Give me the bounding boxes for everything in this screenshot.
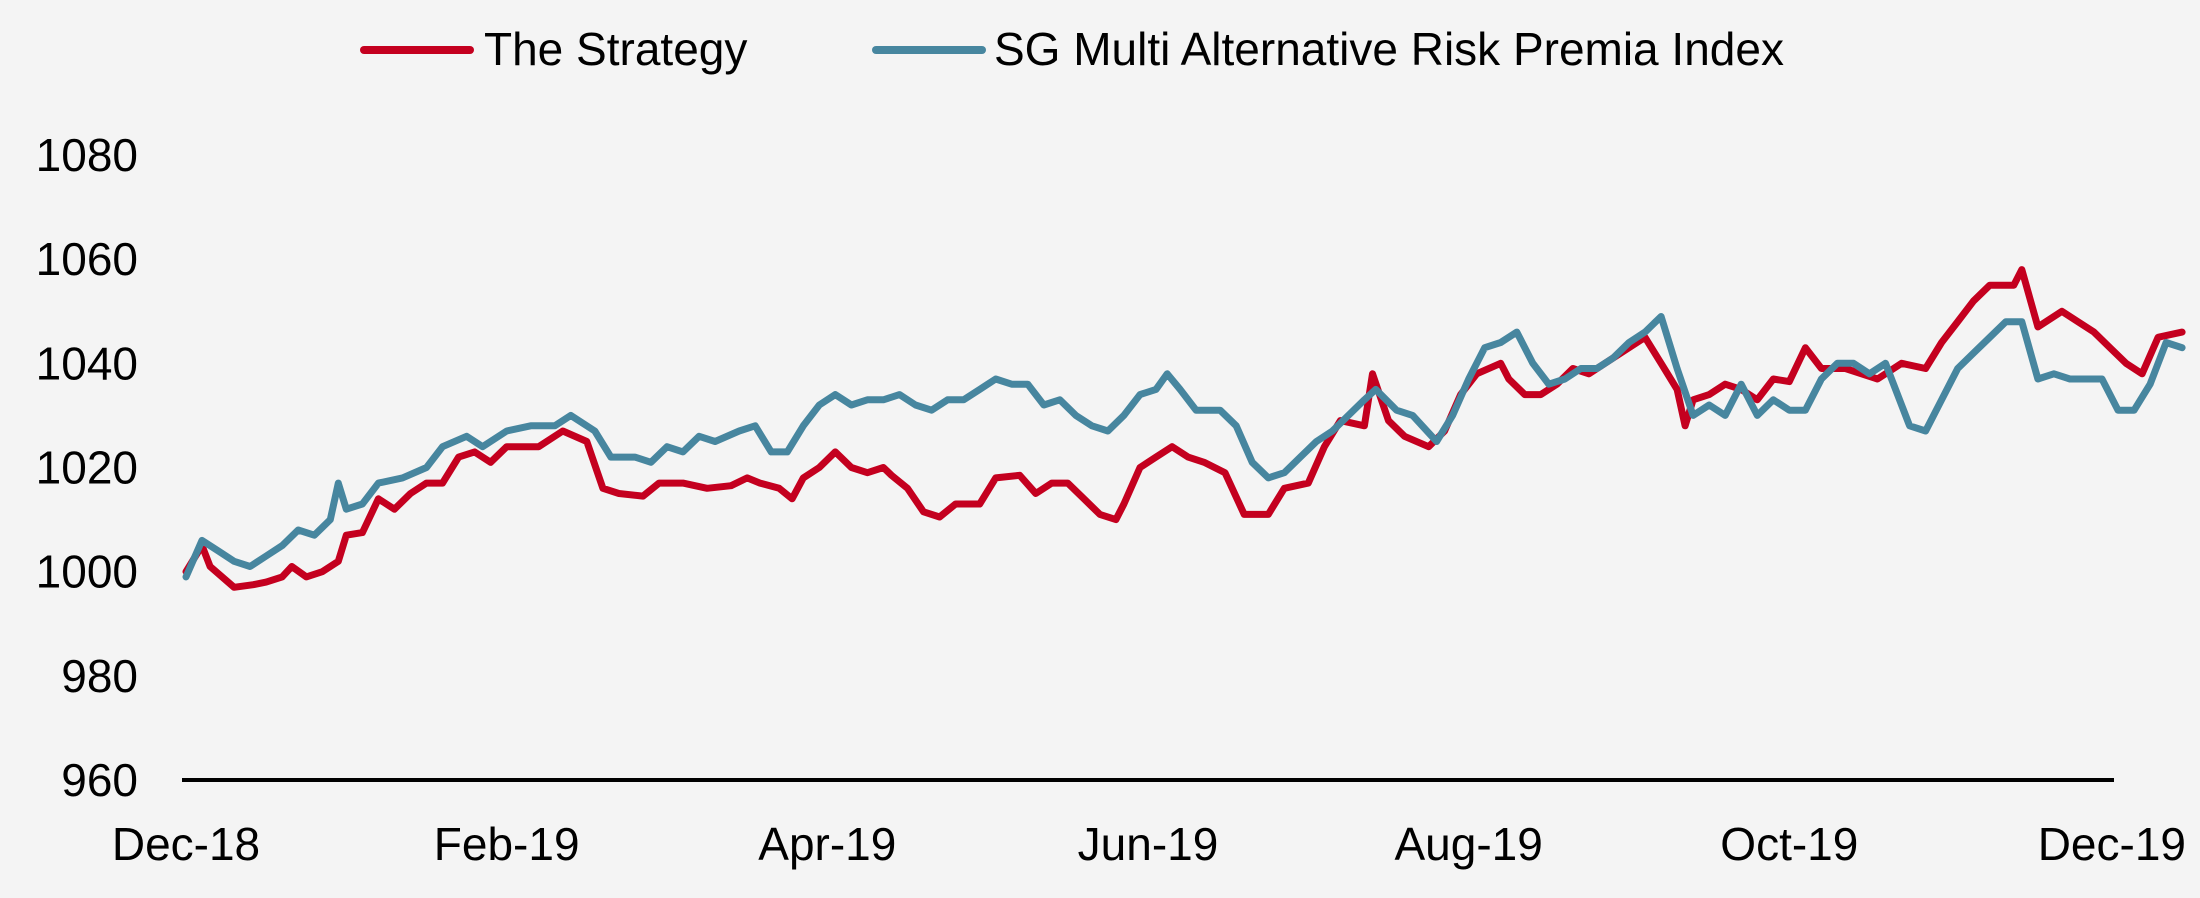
y-tick-label: 1040 bbox=[36, 337, 138, 389]
legend-label-the-strategy: The Strategy bbox=[484, 23, 747, 75]
y-tick-label: 1020 bbox=[36, 442, 138, 494]
x-tick-label: Apr-19 bbox=[758, 818, 896, 870]
x-tick-label: Aug-19 bbox=[1394, 818, 1542, 870]
x-tick-label: Dec-18 bbox=[112, 818, 260, 870]
legend: The Strategy SG Multi Alternative Risk P… bbox=[360, 23, 1784, 75]
y-axis-ticks: 960 980 1000 1020 1040 1060 1080 bbox=[36, 129, 138, 806]
x-tick-label: Dec-19 bbox=[2038, 818, 2186, 870]
legend-label-sg-index: SG Multi Alternative Risk Premia Index bbox=[994, 23, 1784, 75]
x-tick-label: Jun-19 bbox=[1078, 818, 1219, 870]
x-tick-label: Feb-19 bbox=[434, 818, 580, 870]
x-tick-label: Oct-19 bbox=[1720, 818, 1858, 870]
series-line-the-strategy bbox=[182, 266, 2186, 591]
y-tick-label: 1080 bbox=[36, 129, 138, 181]
y-tick-label: 1060 bbox=[36, 233, 138, 285]
series-line-sg-index bbox=[182, 313, 2186, 581]
y-tick-label: 960 bbox=[61, 754, 138, 806]
series-lines bbox=[182, 266, 2186, 591]
x-axis-ticks: Dec-18 Feb-19 Apr-19 Jun-19 Aug-19 Oct-19 Dec-… bbox=[112, 818, 2186, 870]
y-tick-label: 1000 bbox=[36, 546, 138, 598]
y-tick-label: 980 bbox=[61, 650, 138, 702]
